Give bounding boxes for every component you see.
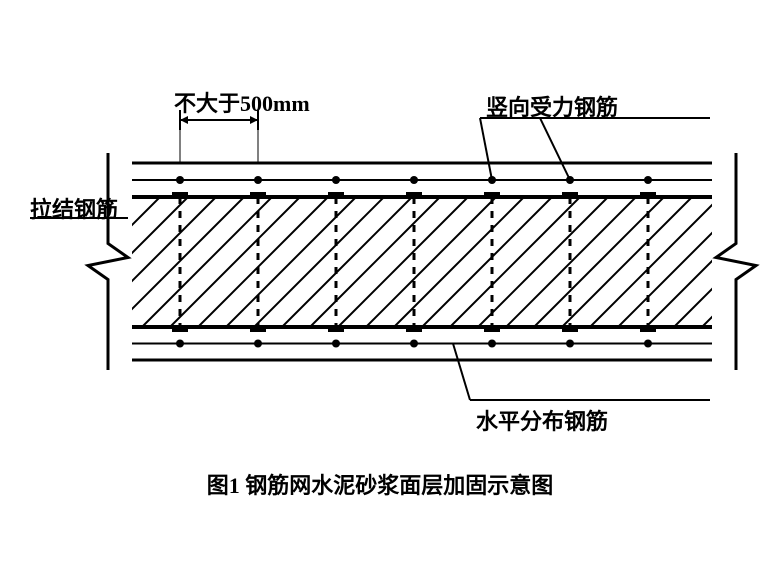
label-horizontal-rebar: 水平分布钢筋 bbox=[476, 404, 608, 436]
label-tie-rebar: 拉结钢筋 bbox=[30, 192, 118, 224]
figure-caption: 图1 钢筋网水泥砂浆面层加固示意图 bbox=[0, 468, 760, 500]
label-spacing: 不大于500mm bbox=[174, 86, 310, 118]
diagram-canvas: 不大于500mm 竖向受力钢筋 拉结钢筋 水平分布钢筋 图1 钢筋网水泥砂浆面层… bbox=[0, 0, 760, 567]
label-vertical-rebar: 竖向受力钢筋 bbox=[486, 90, 618, 122]
